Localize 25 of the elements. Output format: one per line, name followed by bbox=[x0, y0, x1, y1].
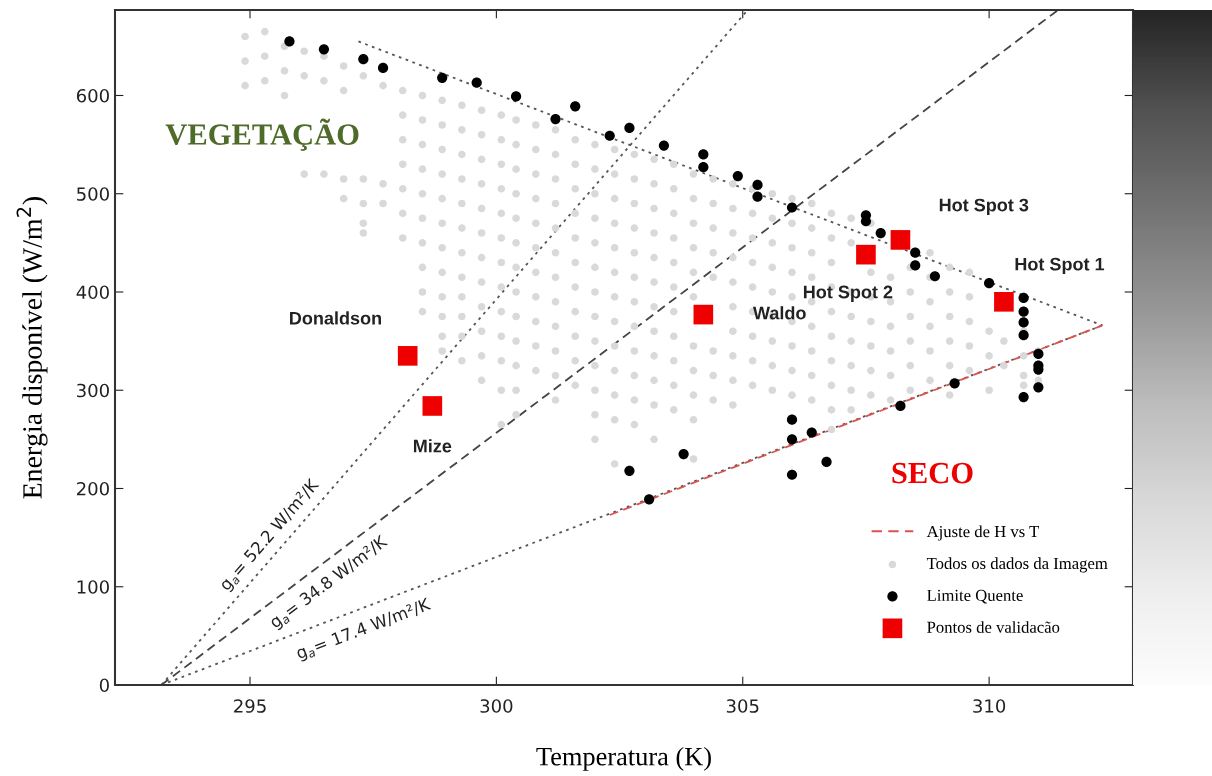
x-tick-label: 295 bbox=[234, 699, 266, 713]
y-tick-label: 500 bbox=[77, 187, 109, 201]
x-tick-label: 300 bbox=[480, 699, 513, 713]
y-tick-label: 300 bbox=[77, 383, 109, 398]
annotation: Mize bbox=[413, 439, 452, 453]
y-tick-label: 200 bbox=[77, 481, 109, 496]
y-tick-label: 100 bbox=[77, 580, 109, 594]
x-tick-label: 310 bbox=[973, 699, 1006, 713]
y-tick-label: 400 bbox=[76, 285, 109, 300]
y-tick-label: 600 bbox=[76, 88, 109, 103]
y-axis-title: Energia disponível (W/m$^{2}$) bbox=[16, 197, 48, 499]
annotation: SECO bbox=[892, 462, 973, 484]
annotation: Waldo bbox=[753, 306, 806, 320]
y-tick-label: 0 bbox=[99, 678, 109, 693]
x-tick-label: 305 bbox=[726, 699, 759, 713]
annotation: Donaldson bbox=[290, 311, 381, 325]
x-axis-title: Temperatura (K) bbox=[536, 746, 711, 771]
annotation: VEGETAÇÃO bbox=[165, 118, 359, 151]
legend-label: Limite Quente bbox=[927, 589, 1023, 604]
annotation: Hot Spot 1 bbox=[1015, 257, 1105, 275]
legend-label: Ajuste de H vs T bbox=[926, 525, 1039, 541]
annotation: Hot Spot 2 bbox=[803, 285, 893, 302]
annotation: Hot Spot 3 bbox=[939, 198, 1029, 215]
legend-label: Pontos de validacão bbox=[927, 621, 1060, 633]
legend-label: Todos os dados da Imagem bbox=[926, 557, 1108, 573]
